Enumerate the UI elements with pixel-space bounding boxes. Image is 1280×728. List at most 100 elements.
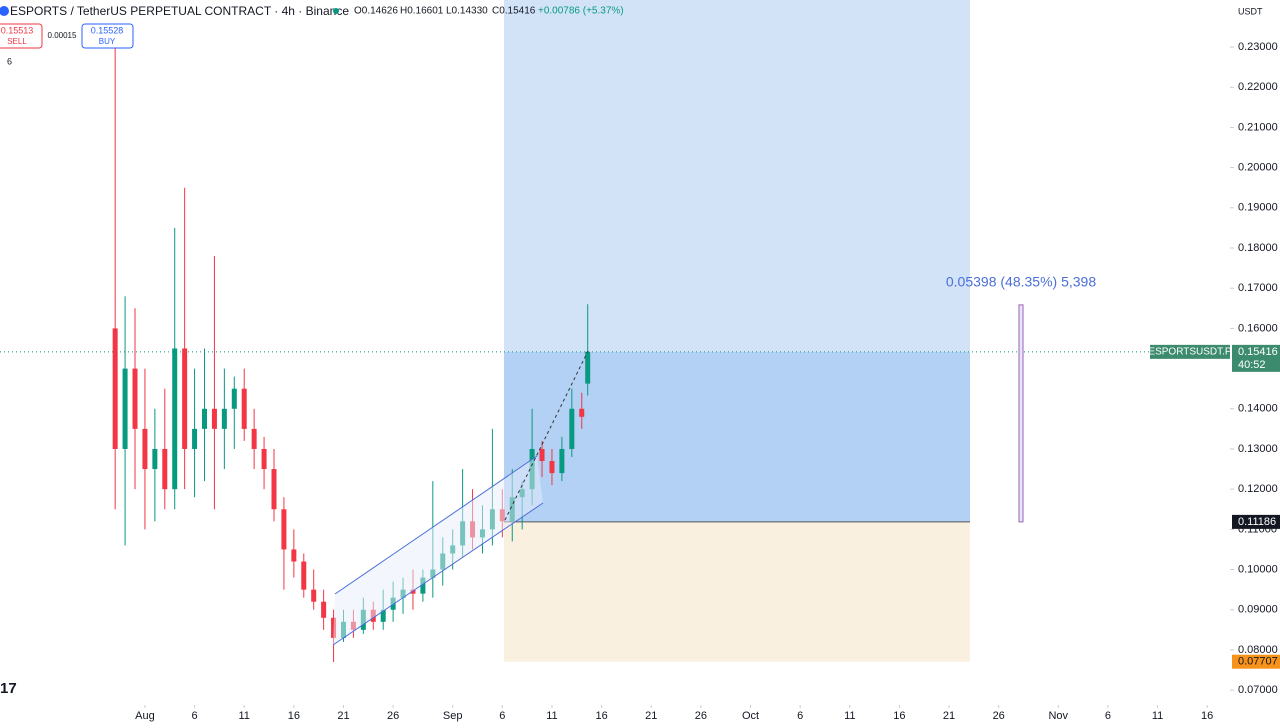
buy-price[interactable]: 0.15528 [91,25,124,35]
x-tick-label: 6 [1105,710,1111,722]
symbol-tag-label: ESPORTSUSDT.P [1148,346,1231,357]
candle-body [410,589,416,594]
candle-body [579,408,585,417]
ohlc-change: +0.00786 (+5.37%) [538,6,624,17]
sell-label[interactable]: SELL [7,37,27,46]
symbol-icon [0,6,9,16]
x-tick-label: 21 [337,710,349,722]
sell-button[interactable] [0,23,43,49]
buy-button[interactable] [81,23,134,49]
candle-body [420,577,426,594]
candle-body [142,428,148,470]
x-tick-label: Nov [1048,710,1068,722]
candle-body [539,448,545,462]
candle-body [112,328,118,449]
x-tick-label: 16 [288,710,300,722]
stop-tag-label: 0.07707 [1238,656,1278,668]
x-tick-label: 16 [1201,710,1213,722]
x-tick-label: 16 [893,710,905,722]
candle-body [311,589,317,602]
y-tick-label: 0.22000 [1238,81,1278,93]
stop-zone [504,521,970,662]
x-tick-label: 11 [844,710,855,722]
candle-body [261,448,267,470]
symbol-tag [1150,344,1230,359]
y-tick-label: 0.08000 [1238,644,1278,656]
candle-body [132,368,138,429]
x-tick-label: Sep [443,710,463,722]
labels: 0.05398 (48.35%) 5,398 0.23000 0.22000 0.21… [135,41,1280,722]
candle-body [221,408,227,429]
y-tick-label: 0.23000 [1238,41,1278,53]
ohlc-low: L0.14330 [446,6,488,17]
overlay [0,0,1230,662]
candle-body [331,617,337,638]
candle-body [192,428,198,449]
buy-label[interactable]: BUY [99,37,116,46]
sell-price[interactable]: 0.15513 [1,25,34,35]
y-tick-label: 0.21000 [1238,121,1278,133]
candle-body [211,408,217,429]
candle-body [321,601,327,618]
currency[interactable]: USDT [1238,6,1263,16]
x-tick-label: 16 [595,710,607,722]
ohlc-high: H0.16601 [400,6,444,17]
candle-body [380,609,386,622]
entry-tag-label: 0.11186 [1238,516,1276,528]
candle-body [231,388,237,409]
profit-zone [504,351,970,522]
ohlc-open: O0.14626 [354,6,398,17]
candle-body [569,408,575,449]
y-tick-label: 0.13000 [1238,443,1278,455]
y-tick-label: 0.18000 [1238,242,1278,254]
y-tick-label: 0.12000 [1238,483,1278,495]
y-tick-label: 0.20000 [1238,162,1278,174]
candle-body [182,348,188,449]
channel-fill [333,456,543,645]
x-tick-label: Oct [742,710,759,722]
channel-line [332,502,544,646]
x-tick-label: 6 [499,710,505,722]
countdown: 40:52 [1238,359,1266,371]
x-tick-label: 6 [797,710,803,722]
x-tick-label: 21 [943,710,955,722]
candle-body [251,428,257,449]
indicator-count[interactable]: 6 [7,56,12,66]
channel-line [334,455,538,595]
spread: 0.00015 [48,31,77,40]
symbol-title: ESPORTS / TetherUS PERPETUAL CONTRACT · … [10,4,349,18]
ohlc-close: C0.15416 [492,6,536,17]
candle-body [202,408,208,429]
x-tick-label: 11 [239,710,250,722]
x-tick-label: 11 [546,710,557,722]
y-tick-label: 0.17000 [1238,282,1278,294]
candle-body [559,448,565,474]
price-tag-label: 0.15416 [1238,346,1278,358]
status-dot [333,8,339,14]
candle-body [122,368,128,449]
y-tick-label: 0.16000 [1238,322,1278,334]
y-tick-label: 0.07000 [1238,684,1278,696]
measure-label: 0.05398 (48.35%) 5,398 [946,274,1096,290]
y-tick-label: 0.14000 [1238,403,1278,415]
x-tick-label: Aug [135,710,155,722]
candle-body [281,509,287,550]
candle-body [241,388,247,429]
x-tick-label: 26 [993,710,1005,722]
candle-body [585,351,591,384]
entry-tag [1232,514,1280,529]
candle-body [291,549,297,562]
price-tag [1232,344,1280,372]
y-tick-label: 0.10000 [1238,563,1278,575]
candle-body [172,348,178,490]
target-zone [504,0,970,352]
ohlc: O0.14626 H0.16601 L0.14330 C0.15416 +0.0… [354,6,624,17]
projection-line [504,350,589,521]
stop-tag [1232,654,1280,669]
y-tick-label: 0.09000 [1238,604,1278,616]
x-tick-label: 11 [1152,710,1163,722]
x-tick-label: 26 [387,710,399,722]
measure-bar [1018,304,1024,523]
y-tick-label: 0.19000 [1238,202,1278,214]
